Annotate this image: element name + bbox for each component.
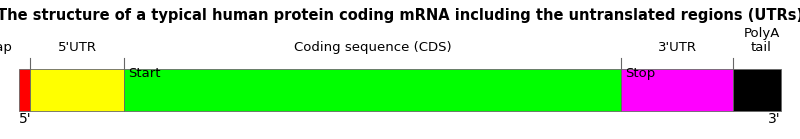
Text: Stop: Stop xyxy=(626,67,655,80)
Bar xyxy=(621,69,734,111)
Bar xyxy=(30,69,125,111)
Text: The structure of a typical human protein coding mRNA including the untranslated : The structure of a typical human protein… xyxy=(0,8,800,23)
Text: 3': 3' xyxy=(768,112,781,126)
Bar xyxy=(734,69,781,111)
Text: Start: Start xyxy=(128,67,161,80)
Bar xyxy=(125,69,621,111)
Text: 5': 5' xyxy=(19,112,32,126)
Text: Coding sequence (CDS): Coding sequence (CDS) xyxy=(294,41,451,54)
Text: 3'UTR: 3'UTR xyxy=(658,41,697,54)
Text: 5'UTR: 5'UTR xyxy=(58,41,97,54)
Bar xyxy=(19,69,30,111)
Text: Cap: Cap xyxy=(0,41,12,54)
Text: PolyA
tail: PolyA tail xyxy=(743,27,780,54)
